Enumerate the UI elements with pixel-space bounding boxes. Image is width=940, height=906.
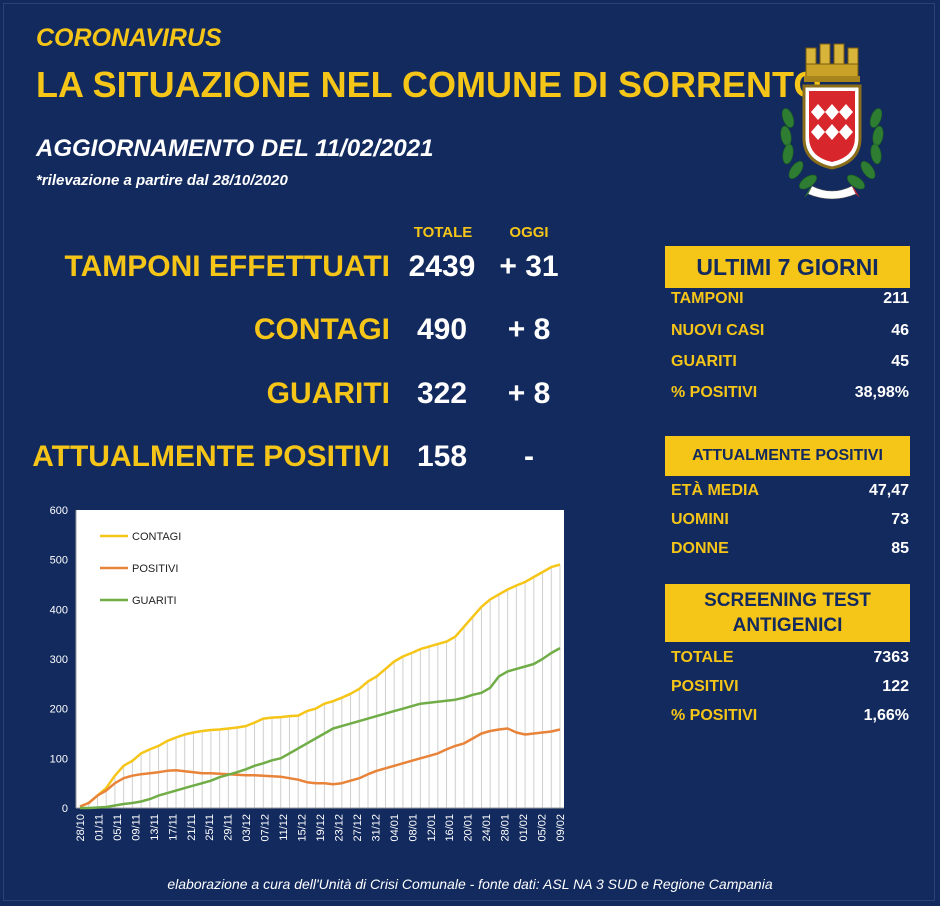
- positives-label: ETÀ MEDIA: [671, 482, 759, 499]
- chart-plot-area: [75, 510, 564, 810]
- x-tick-label: 27/12: [352, 814, 364, 842]
- last7-value: 38,98%: [854, 384, 909, 401]
- last7-label: NUOVI CASI: [671, 322, 765, 339]
- positives-label: DONNE: [671, 540, 729, 557]
- stat-today-guariti: + 8: [507, 377, 551, 410]
- stat-label-tamponi: TAMPONI EFFETTUATI: [64, 250, 390, 283]
- x-tick-label: 25/11: [204, 814, 216, 841]
- x-axis-ticks: 28/10 01/11 05/11 09/11 13/11 17/11 21/11 25/11…: [75, 814, 567, 842]
- page-frame: [3, 3, 935, 901]
- y-tick-label: 100: [50, 753, 68, 765]
- x-tick-label: 31/12: [370, 814, 382, 842]
- x-tick-label: 16/01: [444, 814, 456, 842]
- plot-background: [76, 510, 564, 808]
- last7-value: 46: [891, 322, 909, 339]
- y-tick-label: 600: [50, 505, 68, 517]
- screening-label: % POSITIVI: [671, 707, 758, 724]
- x-tick-label: 09/11: [130, 814, 142, 841]
- positives-value: 47,47: [868, 482, 909, 499]
- stat-total-guariti: 322: [416, 377, 468, 410]
- stat-total-positivi: 158: [416, 440, 468, 473]
- screening-value: 7363: [873, 649, 909, 666]
- stat-total-contagi: 490: [416, 313, 468, 346]
- x-tick-label: 15/12: [297, 814, 309, 842]
- x-tick-label: 05/02: [537, 814, 549, 842]
- stat-total-tamponi: 2439: [408, 250, 476, 283]
- screening-label: TOTALE: [671, 649, 734, 666]
- cases-line-chart: 0 100 200 300 400 500 600 28/10 01/11 05/11 09/11…: [50, 505, 567, 842]
- x-tick-label: 17/11: [167, 814, 179, 841]
- last7-value: 211: [883, 290, 909, 307]
- legend-label-positivi: POSITIVI: [132, 563, 178, 575]
- y-tick-label: 0: [62, 803, 68, 815]
- y-axis-ticks: 0 100 200 300 400 500 600: [50, 505, 68, 815]
- x-tick-label: 01/11: [93, 814, 105, 841]
- y-tick-label: 500: [50, 555, 68, 567]
- x-tick-label: 12/01: [426, 814, 438, 842]
- column-header-total: TOTALE: [413, 224, 473, 241]
- y-tick-label: 200: [50, 704, 68, 716]
- positives-header: ATTUALMENTE POSITIVI: [665, 436, 910, 476]
- kicker: CORONAVIRUS: [36, 24, 222, 52]
- x-tick-label: 07/12: [260, 814, 272, 842]
- page-title: LA SITUAZIONE NEL COMUNE DI SORRENTO: [36, 64, 822, 105]
- positives-value: 85: [891, 540, 909, 557]
- screening-header: SCREENING TEST ANTIGENICI: [665, 584, 910, 642]
- screening-title-line1: SCREENING TEST: [704, 590, 871, 611]
- x-tick-label: 13/11: [149, 814, 161, 841]
- stat-today-tamponi: + 31: [499, 250, 559, 283]
- column-header-today: OGGI: [509, 224, 549, 241]
- screening-label: POSITIVI: [671, 678, 739, 695]
- stat-label-guariti: GUARITI: [266, 377, 390, 410]
- last7-label: GUARITI: [671, 353, 737, 370]
- y-tick-label: 400: [50, 604, 68, 616]
- x-tick-label: 05/11: [112, 814, 124, 841]
- last7-value: 45: [891, 353, 909, 370]
- x-tick-label: 03/12: [241, 814, 253, 842]
- series-line-guariti: [80, 647, 561, 810]
- series-line-positivi: [79, 727, 561, 808]
- footer-credits: elaborazione a cura dell'Unità di Crisi …: [167, 876, 773, 892]
- x-tick-label: 29/11: [223, 814, 235, 841]
- x-tick-label: 01/02: [518, 814, 530, 842]
- legend-label-contagi: CONTAGI: [132, 531, 181, 543]
- last7-header: ULTIMI 7 GIORNI: [665, 246, 910, 288]
- legend-label-guariti: GUARITI: [132, 595, 177, 607]
- positives-value: 73: [891, 511, 909, 528]
- x-tick-label: 28/01: [500, 814, 512, 842]
- stat-label-positivi: ATTUALMENTE POSITIVI: [32, 440, 390, 473]
- x-tick-label: 20/01: [463, 814, 475, 842]
- x-tick-label: 19/12: [315, 814, 327, 842]
- stat-today-positivi: -: [524, 440, 534, 473]
- last7-label: % POSITIVI: [671, 384, 758, 401]
- stat-today-contagi: + 8: [507, 313, 551, 346]
- x-tick-label: 24/01: [481, 814, 493, 842]
- crest-logo: [780, 43, 884, 200]
- x-tick-label: 11/12: [278, 814, 290, 841]
- update-date: AGGIORNAMENTO DEL 11/02/2021: [36, 135, 434, 162]
- screening-value: 122: [882, 678, 909, 695]
- last7-label: TAMPONI: [671, 290, 744, 307]
- y-tick-label: 300: [50, 654, 68, 666]
- screening-value: 1,66%: [863, 707, 909, 724]
- chart-legend: CONTAGI POSITIVI GUARITI: [100, 531, 181, 607]
- series-line-contagi: [79, 563, 561, 808]
- positives-label: UOMINI: [671, 511, 729, 528]
- screening-title-line2: ANTIGENICI: [732, 615, 843, 636]
- x-tick-label: 09/02: [555, 814, 567, 842]
- x-tick-label: 28/10: [75, 814, 87, 842]
- x-tick-label: 21/11: [186, 814, 198, 841]
- data-note: *rilevazione a partire dal 28/10/2020: [36, 172, 288, 189]
- x-tick-label: 04/01: [389, 814, 401, 842]
- stat-label-contagi: CONTAGI: [253, 313, 390, 346]
- x-tick-label: 23/12: [333, 814, 345, 842]
- x-tick-label: 08/01: [407, 814, 419, 842]
